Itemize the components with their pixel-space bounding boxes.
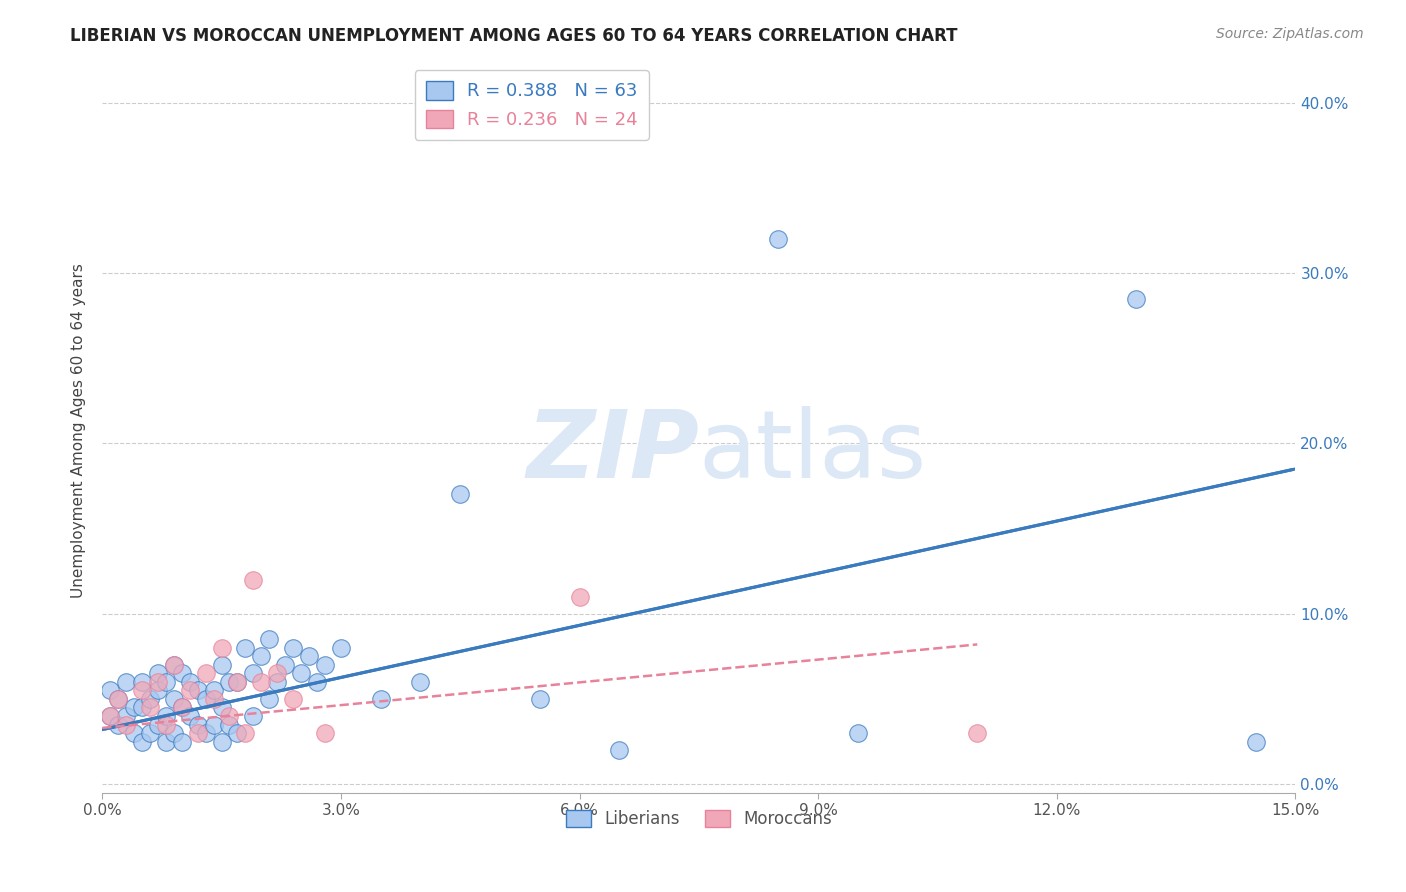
Point xyxy=(179,674,201,689)
Legend: Liberians, Moroccans: Liberians, Moroccans xyxy=(560,804,838,835)
Point xyxy=(131,674,153,689)
Point xyxy=(115,709,138,723)
Point xyxy=(187,717,209,731)
Point xyxy=(163,692,186,706)
Point xyxy=(170,700,193,714)
Point xyxy=(139,700,162,714)
Point xyxy=(163,726,186,740)
Point xyxy=(194,726,217,740)
Point xyxy=(115,717,138,731)
Point xyxy=(194,666,217,681)
Point xyxy=(409,674,432,689)
Point xyxy=(155,717,177,731)
Point xyxy=(131,683,153,698)
Point xyxy=(226,726,249,740)
Point xyxy=(146,683,169,698)
Point xyxy=(966,726,988,740)
Point xyxy=(281,640,304,655)
Point xyxy=(146,674,169,689)
Point xyxy=(298,649,321,664)
Text: Source: ZipAtlas.com: Source: ZipAtlas.com xyxy=(1216,27,1364,41)
Point xyxy=(107,717,129,731)
Point xyxy=(139,726,162,740)
Point xyxy=(131,734,153,748)
Point xyxy=(211,734,233,748)
Point xyxy=(139,692,162,706)
Point xyxy=(179,709,201,723)
Point xyxy=(187,726,209,740)
Point xyxy=(266,674,288,689)
Point xyxy=(202,692,225,706)
Point xyxy=(115,674,138,689)
Point xyxy=(259,632,281,647)
Point xyxy=(211,657,233,672)
Point xyxy=(179,683,201,698)
Point xyxy=(98,709,121,723)
Point xyxy=(107,692,129,706)
Point xyxy=(218,709,240,723)
Point xyxy=(242,573,264,587)
Point xyxy=(163,657,186,672)
Point xyxy=(170,734,193,748)
Point xyxy=(235,726,257,740)
Point xyxy=(266,666,288,681)
Point xyxy=(202,683,225,698)
Point xyxy=(1244,734,1267,748)
Point xyxy=(155,674,177,689)
Y-axis label: Unemployment Among Ages 60 to 64 years: Unemployment Among Ages 60 to 64 years xyxy=(72,263,86,598)
Point xyxy=(194,692,217,706)
Text: atlas: atlas xyxy=(699,407,927,499)
Point xyxy=(250,649,273,664)
Point xyxy=(226,674,249,689)
Point xyxy=(281,692,304,706)
Point xyxy=(449,487,471,501)
Point xyxy=(226,674,249,689)
Point xyxy=(370,692,392,706)
Point xyxy=(259,692,281,706)
Point xyxy=(155,709,177,723)
Point xyxy=(98,709,121,723)
Point xyxy=(314,657,336,672)
Point xyxy=(768,232,790,246)
Point xyxy=(163,657,186,672)
Point xyxy=(211,700,233,714)
Point xyxy=(846,726,869,740)
Point xyxy=(170,666,193,681)
Point xyxy=(568,590,591,604)
Point xyxy=(1125,292,1147,306)
Point xyxy=(242,709,264,723)
Point xyxy=(146,666,169,681)
Point xyxy=(170,700,193,714)
Point xyxy=(529,692,551,706)
Point xyxy=(122,700,145,714)
Point xyxy=(131,700,153,714)
Point xyxy=(122,726,145,740)
Point xyxy=(202,717,225,731)
Point xyxy=(314,726,336,740)
Point xyxy=(242,666,264,681)
Point xyxy=(250,674,273,689)
Point xyxy=(211,640,233,655)
Point xyxy=(146,717,169,731)
Point xyxy=(107,692,129,706)
Text: LIBERIAN VS MOROCCAN UNEMPLOYMENT AMONG AGES 60 TO 64 YEARS CORRELATION CHART: LIBERIAN VS MOROCCAN UNEMPLOYMENT AMONG … xyxy=(70,27,957,45)
Point xyxy=(274,657,297,672)
Point xyxy=(218,674,240,689)
Point xyxy=(305,674,328,689)
Point xyxy=(98,683,121,698)
Point xyxy=(329,640,352,655)
Point xyxy=(235,640,257,655)
Point xyxy=(607,743,630,757)
Point xyxy=(218,717,240,731)
Point xyxy=(155,734,177,748)
Point xyxy=(187,683,209,698)
Text: ZIP: ZIP xyxy=(526,407,699,499)
Point xyxy=(290,666,312,681)
